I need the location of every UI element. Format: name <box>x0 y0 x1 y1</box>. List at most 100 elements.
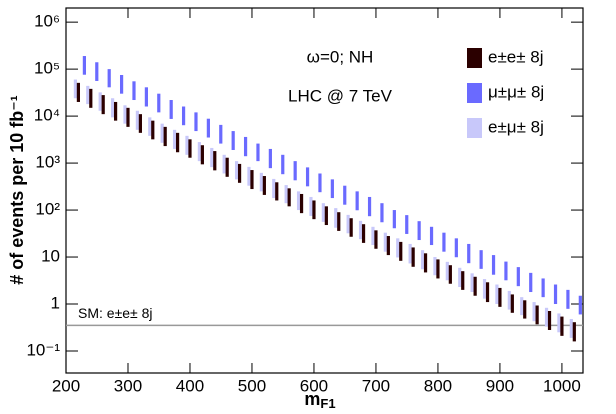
range-bar <box>113 101 118 121</box>
range-bar <box>482 279 487 299</box>
range-bar <box>287 188 291 207</box>
range-bar <box>225 157 229 177</box>
range-bar <box>560 316 564 336</box>
annotation: ω=0; NH <box>307 47 374 66</box>
x-tick-label: 200 <box>52 376 80 395</box>
range-bar <box>321 203 325 222</box>
x-axis-label-main: m <box>304 389 320 409</box>
range-bar <box>213 151 217 171</box>
range-bar <box>324 206 328 226</box>
range-bar <box>272 178 276 199</box>
range-bar <box>491 255 496 275</box>
range-bar <box>160 123 164 143</box>
range-bar <box>262 176 266 195</box>
y-tick-label: 10⁴ <box>34 106 60 125</box>
y-tick-label: 10² <box>35 200 60 219</box>
range-bar <box>318 173 322 193</box>
range-bar <box>337 212 341 231</box>
legend-swatch <box>467 118 482 138</box>
range-bar <box>343 185 347 205</box>
range-bar <box>82 56 86 75</box>
range-bar <box>175 132 180 153</box>
range-bar <box>293 161 297 181</box>
range-bar <box>299 193 304 214</box>
x-axis-label: mF1 <box>304 389 335 412</box>
x-tick-label: 300 <box>114 376 142 395</box>
range-bar <box>367 196 372 217</box>
range-bar <box>210 147 214 168</box>
range-bar <box>433 257 437 276</box>
y-tick-label: 10⁵ <box>34 59 60 78</box>
range-bar <box>448 265 452 284</box>
legend-label: μ±μ± 8j <box>488 82 544 101</box>
x-tick-label: 900 <box>486 376 514 395</box>
y-tick-label: 1 <box>51 293 60 312</box>
range-bar <box>89 88 93 108</box>
range-bar <box>126 107 130 127</box>
range-bar <box>473 276 477 296</box>
range-bar <box>383 232 387 252</box>
x-tick-label: 700 <box>362 376 390 395</box>
range-bar <box>247 166 251 186</box>
legend-label: e±e± 8j <box>488 47 544 66</box>
y-tick-label: 10 <box>41 247 60 266</box>
range-bar <box>169 100 173 119</box>
range-bar <box>516 267 520 287</box>
range-bar <box>144 87 148 107</box>
range-bar <box>498 287 502 307</box>
range-bar <box>305 167 310 187</box>
range-bar <box>281 154 285 175</box>
range-bar <box>284 185 288 204</box>
range-bar <box>349 218 353 237</box>
range-bar <box>485 282 490 303</box>
range-bar <box>243 136 248 157</box>
range-bar <box>250 170 254 190</box>
range-bar <box>380 203 384 223</box>
range-bar <box>405 215 409 234</box>
range-bar <box>569 318 573 338</box>
x-tick-label: 1000 <box>543 376 581 395</box>
range-bar <box>529 272 533 293</box>
range-bar <box>309 196 313 216</box>
range-bar <box>312 200 316 220</box>
range-bar <box>467 243 471 264</box>
range-bar <box>374 230 378 249</box>
range-bar <box>544 307 549 327</box>
range-bar <box>234 161 239 180</box>
range-bar <box>231 131 235 150</box>
range-bar <box>98 92 102 111</box>
range-bar <box>523 300 527 319</box>
range-bar <box>504 261 508 281</box>
range-bar <box>163 126 167 147</box>
range-bar <box>445 261 449 281</box>
range-bar <box>181 106 186 126</box>
range-bar <box>417 221 421 241</box>
range-bar <box>206 118 210 138</box>
plot-frame <box>65 7 584 374</box>
range-bar <box>458 267 462 288</box>
y-tick-label: 10⁶ <box>34 12 60 31</box>
range-bar <box>185 135 189 155</box>
range-bar <box>532 302 536 322</box>
range-bar <box>256 143 260 162</box>
range-bar <box>268 148 272 169</box>
range-bar <box>132 81 136 101</box>
range-bar <box>541 278 545 298</box>
range-bar <box>194 112 198 132</box>
y-tick-label: 10⁻¹ <box>26 340 60 359</box>
range-bar <box>86 85 90 105</box>
range-bar <box>566 289 570 309</box>
range-bar <box>296 191 301 211</box>
legend-label: e±μ± 8j <box>488 117 544 136</box>
range-bar <box>507 290 511 310</box>
range-bar <box>197 142 201 162</box>
range-bar <box>411 247 415 267</box>
range-bar <box>330 179 334 199</box>
range-bar <box>334 208 338 228</box>
range-bar <box>429 226 434 246</box>
x-tick-label: 800 <box>424 376 452 395</box>
range-bar <box>123 105 127 124</box>
range-bar <box>157 93 161 113</box>
range-bar <box>578 295 582 315</box>
